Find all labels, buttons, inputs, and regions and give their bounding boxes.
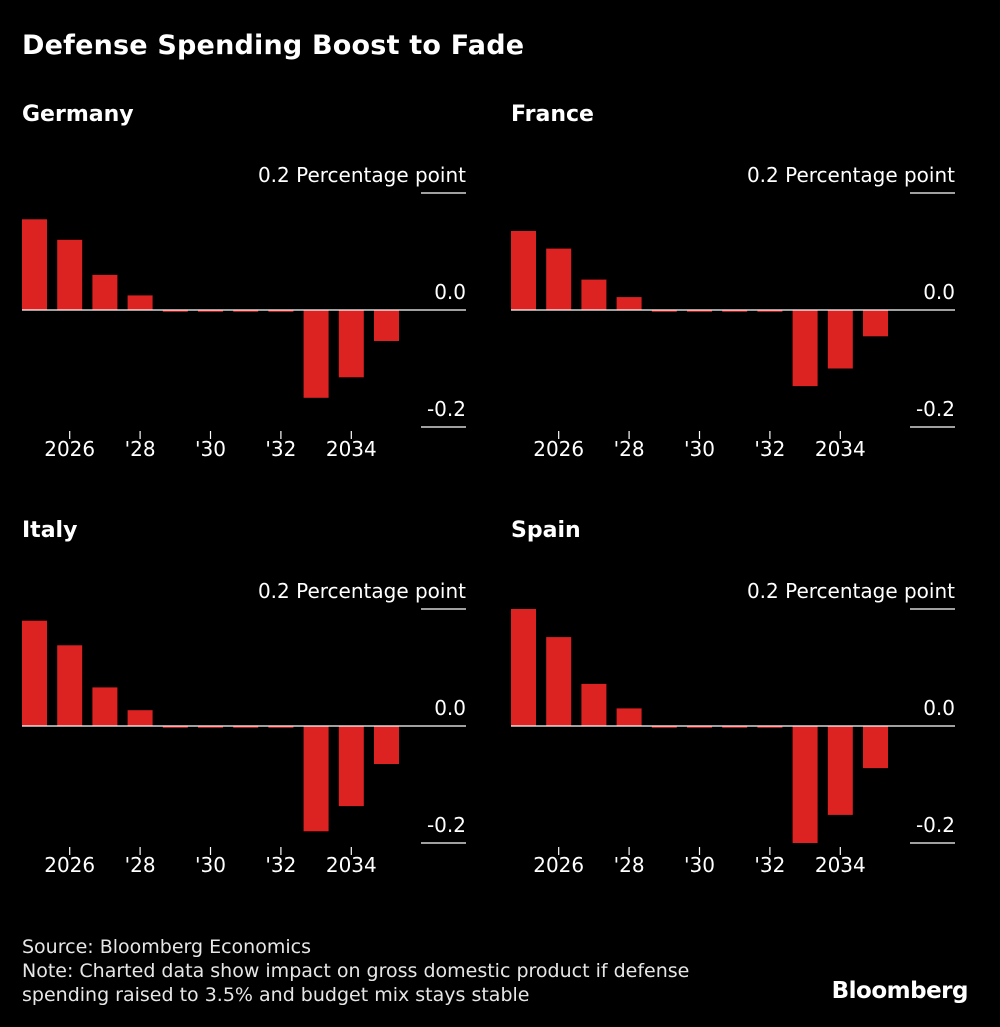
bar-2025 xyxy=(511,609,536,726)
bar-2028 xyxy=(616,297,642,310)
y-tick-label: 0.2 Percentage point xyxy=(258,163,466,187)
bar-2032 xyxy=(268,310,294,312)
bar-2028 xyxy=(127,295,153,310)
bar-2030 xyxy=(198,726,223,728)
bar-2025 xyxy=(22,620,47,726)
y-tick-label: 0.2 Percentage point xyxy=(747,163,955,187)
y-tick-label: 0.0 xyxy=(434,696,466,720)
bar-2033 xyxy=(303,726,329,832)
bar-2034 xyxy=(338,726,364,807)
x-tick-label: '32 xyxy=(265,853,296,877)
y-tick-label: 0.2 Percentage point xyxy=(747,579,955,603)
bar-2035 xyxy=(863,310,888,337)
bar-chart-france: 0.2 Percentage point 0.0 -0.2 2026 '28 '30 '32… xyxy=(511,163,955,461)
y-tick-label: 0.0 xyxy=(923,696,955,720)
x-tick-label: '28 xyxy=(614,853,645,877)
bar-2034 xyxy=(827,310,853,369)
bar-2028 xyxy=(127,710,153,726)
x-tick-label: '28 xyxy=(614,437,645,461)
bar-2035 xyxy=(374,726,399,764)
x-tick-label: '32 xyxy=(265,437,296,461)
x-tick-label: '28 xyxy=(125,437,156,461)
bar-2032 xyxy=(757,726,783,728)
x-tick-label: '30 xyxy=(195,853,226,877)
x-tick-label: 2026 xyxy=(44,437,95,461)
bar-2029 xyxy=(162,726,188,728)
x-tick-label: 2034 xyxy=(326,437,377,461)
bar-2029 xyxy=(651,726,677,728)
bar-2029 xyxy=(651,310,677,312)
bar-2027 xyxy=(92,687,118,726)
bar-2030 xyxy=(687,726,712,728)
y-tick-label: -0.2 xyxy=(916,813,955,837)
y-tick-label: 0.0 xyxy=(923,280,955,304)
source-text: Source: Bloomberg Economics xyxy=(22,936,311,958)
x-tick-label: '32 xyxy=(754,853,785,877)
panel-title: Spain xyxy=(511,518,581,543)
bar-2026 xyxy=(546,248,572,310)
x-tick-label: 2026 xyxy=(533,437,584,461)
x-tick-label: '30 xyxy=(684,853,715,877)
bar-2025 xyxy=(511,231,536,310)
y-tick-label: -0.2 xyxy=(427,813,466,837)
bar-2033 xyxy=(792,310,818,387)
bar-2034 xyxy=(827,726,853,815)
x-tick-label: '32 xyxy=(754,437,785,461)
x-tick-label: '28 xyxy=(125,853,156,877)
x-tick-label: 2034 xyxy=(326,853,377,877)
bar-chart-italy: 0.2 Percentage point 0.0 -0.2 2026 '28 '30 '32… xyxy=(22,579,466,877)
bar-2026 xyxy=(546,637,572,726)
bar-2031 xyxy=(233,310,259,312)
bar-2027 xyxy=(581,683,607,726)
chart-panel-france: France 0.2 Percentage point 0.0 -0.2 2026 '2… xyxy=(511,102,971,502)
bar-2025 xyxy=(22,219,47,310)
chart-title: Defense Spending Boost to Fade xyxy=(22,30,525,61)
bar-chart-germany: 0.2 Percentage point 0.0 -0.2 2026 '28 '30 '32… xyxy=(22,163,466,461)
x-tick-label: 2034 xyxy=(815,853,866,877)
bar-2026 xyxy=(57,239,83,310)
bar-2033 xyxy=(303,310,329,398)
x-tick-label: 2026 xyxy=(533,853,584,877)
bar-2031 xyxy=(233,726,259,728)
bar-2030 xyxy=(198,310,223,312)
y-tick-label: -0.2 xyxy=(916,397,955,421)
x-tick-label: 2034 xyxy=(815,437,866,461)
bar-2030 xyxy=(687,310,712,312)
bar-2032 xyxy=(268,726,294,728)
bar-2031 xyxy=(722,726,748,728)
x-tick-label: 2026 xyxy=(44,853,95,877)
footer: Source: Bloomberg Economics Note: Charte… xyxy=(22,935,689,1007)
bar-2031 xyxy=(722,310,748,312)
bar-2035 xyxy=(374,310,399,341)
bloomberg-logo: Bloomberg xyxy=(831,978,969,1004)
panel-title: France xyxy=(511,102,594,127)
chart-panel-germany: Germany 0.2 Percentage point 0.0 -0.2 2026 '… xyxy=(22,102,482,502)
bar-2029 xyxy=(162,310,188,312)
x-tick-label: '30 xyxy=(684,437,715,461)
panel-title: Germany xyxy=(22,102,134,127)
bar-chart-spain: 0.2 Percentage point 0.0 -0.2 2026 '28 '30 '32… xyxy=(511,579,955,877)
x-tick-label: '30 xyxy=(195,437,226,461)
bar-2033 xyxy=(792,726,818,843)
panel-title: Italy xyxy=(22,518,78,543)
y-tick-label: -0.2 xyxy=(427,397,466,421)
chart-panel-spain: Spain 0.2 Percentage point 0.0 -0.2 2026 '28… xyxy=(511,518,971,918)
y-tick-label: 0.2 Percentage point xyxy=(258,579,466,603)
note-text-line-2: spending raised to 3.5% and budget mix s… xyxy=(22,984,530,1006)
bar-2027 xyxy=(92,274,118,310)
bar-2026 xyxy=(57,645,83,726)
bar-2034 xyxy=(338,310,364,378)
y-tick-label: 0.0 xyxy=(434,280,466,304)
bar-2028 xyxy=(616,708,642,726)
bar-2035 xyxy=(863,726,888,769)
chart-panel-italy: Italy 0.2 Percentage point 0.0 -0.2 2026 '28… xyxy=(22,518,482,918)
note-text-line-1: Note: Charted data show impact on gross … xyxy=(22,960,690,982)
bar-2027 xyxy=(581,279,607,310)
bar-2032 xyxy=(757,310,783,312)
